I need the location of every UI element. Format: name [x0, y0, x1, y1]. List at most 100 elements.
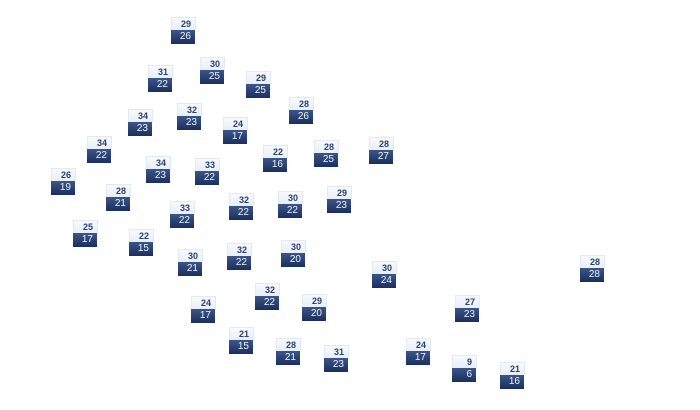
city-temperature-marker[interactable]: 30 21	[178, 249, 203, 276]
city-temperature-marker[interactable]: 24 17	[406, 338, 431, 365]
low-temperature: 19	[51, 181, 75, 195]
high-temperature: 30	[178, 249, 203, 262]
high-temperature: 21	[500, 362, 525, 375]
city-temperature-marker[interactable]: 29 25	[246, 71, 271, 98]
low-temperature: 20	[281, 253, 305, 267]
city-temperature-marker[interactable]: 32 23	[177, 103, 202, 130]
high-temperature: 33	[195, 158, 220, 171]
low-temperature: 21	[178, 262, 202, 276]
low-temperature: 22	[255, 296, 279, 310]
high-temperature: 30	[278, 191, 303, 204]
high-temperature: 28	[369, 137, 394, 150]
low-temperature: 27	[369, 150, 393, 164]
city-temperature-marker[interactable]: 32 22	[255, 283, 280, 310]
high-temperature: 28	[314, 140, 339, 153]
city-temperature-marker[interactable]: 21 15	[229, 327, 254, 354]
city-temperature-marker[interactable]: 30 24	[372, 261, 397, 288]
high-temperature: 29	[246, 71, 271, 84]
high-temperature: 28	[106, 184, 131, 197]
city-temperature-marker[interactable]: 28 28	[580, 255, 605, 282]
high-temperature: 34	[146, 156, 171, 169]
low-temperature: 25	[246, 84, 270, 98]
low-temperature: 20	[302, 307, 326, 321]
city-temperature-marker[interactable]: 30 25	[200, 57, 225, 84]
city-temperature-marker[interactable]: 31 23	[324, 345, 349, 372]
city-temperature-marker[interactable]: 28 27	[369, 137, 394, 164]
low-temperature: 17	[73, 233, 97, 247]
high-temperature: 29	[302, 294, 327, 307]
high-temperature: 30	[200, 57, 225, 70]
high-temperature: 26	[51, 168, 76, 181]
low-temperature: 22	[227, 256, 251, 270]
city-temperature-marker[interactable]: 28 26	[289, 97, 314, 124]
city-temperature-marker[interactable]: 34 23	[128, 109, 153, 136]
city-temperature-marker[interactable]: 28 21	[106, 184, 131, 211]
high-temperature: 31	[148, 65, 173, 78]
city-temperature-marker[interactable]: 32 22	[227, 243, 252, 270]
city-temperature-marker[interactable]: 29 20	[302, 294, 327, 321]
high-temperature: 28	[276, 338, 301, 351]
low-temperature: 21	[276, 351, 300, 365]
low-temperature: 23	[327, 199, 351, 213]
high-temperature: 29	[327, 186, 352, 199]
city-temperature-marker[interactable]: 34 22	[87, 136, 112, 163]
low-temperature: 24	[372, 274, 396, 288]
city-temperature-marker[interactable]: 22 15	[129, 229, 154, 256]
low-temperature: 23	[177, 116, 201, 130]
low-temperature: 17	[223, 130, 247, 144]
city-temperature-marker[interactable]: 27 23	[455, 295, 480, 322]
city-temperature-marker[interactable]: 21 16	[500, 362, 525, 389]
high-temperature: 32	[255, 283, 280, 296]
city-temperature-marker[interactable]: 29 23	[327, 186, 352, 213]
low-temperature: 23	[146, 169, 170, 183]
low-temperature: 16	[500, 375, 524, 389]
city-temperature-marker[interactable]: 24 17	[223, 117, 248, 144]
high-temperature: 21	[229, 327, 254, 340]
city-temperature-marker[interactable]: 22 16	[263, 145, 288, 172]
city-temperature-marker[interactable]: 33 22	[195, 158, 220, 185]
high-temperature: 32	[177, 103, 202, 116]
high-temperature: 32	[227, 243, 252, 256]
low-temperature: 22	[170, 214, 194, 228]
low-temperature: 22	[278, 204, 302, 218]
low-temperature: 17	[406, 351, 430, 365]
low-temperature: 22	[195, 171, 219, 185]
city-temperature-marker[interactable]: 34 23	[146, 156, 171, 183]
city-temperature-marker[interactable]: 30 22	[278, 191, 303, 218]
high-temperature: 22	[263, 145, 288, 158]
high-temperature: 30	[281, 240, 306, 253]
low-temperature: 15	[129, 242, 153, 256]
high-temperature: 24	[191, 296, 216, 309]
low-temperature: 23	[455, 308, 479, 322]
city-temperature-marker[interactable]: 32 22	[229, 193, 254, 220]
city-temperature-marker[interactable]: 31 22	[148, 65, 173, 92]
high-temperature: 25	[73, 220, 98, 233]
low-temperature: 22	[148, 78, 172, 92]
high-temperature: 34	[87, 136, 112, 149]
high-temperature: 33	[170, 201, 195, 214]
city-temperature-marker[interactable]: 28 21	[276, 338, 301, 365]
city-temperature-marker[interactable]: 26 19	[51, 168, 76, 195]
high-temperature: 28	[580, 255, 605, 268]
city-temperature-marker[interactable]: 28 25	[314, 140, 339, 167]
low-temperature: 21	[106, 197, 130, 211]
low-temperature: 23	[324, 358, 348, 372]
city-temperature-marker[interactable]: 30 20	[281, 240, 306, 267]
low-temperature: 15	[229, 340, 253, 354]
high-temperature: 30	[372, 261, 397, 274]
low-temperature: 26	[289, 110, 313, 124]
city-temperature-marker[interactable]: 29 26	[171, 17, 196, 44]
city-temperature-marker[interactable]: 33 22	[170, 201, 195, 228]
low-temperature: 22	[229, 206, 253, 220]
high-temperature: 22	[129, 229, 154, 242]
city-temperature-marker[interactable]: 25 17	[73, 220, 98, 247]
high-temperature: 28	[289, 97, 314, 110]
high-temperature: 29	[171, 17, 196, 30]
low-temperature: 25	[200, 70, 224, 84]
city-temperature-marker[interactable]: 24 17	[191, 296, 216, 323]
low-temperature: 16	[263, 158, 287, 172]
low-temperature: 26	[171, 30, 195, 44]
high-temperature: 24	[406, 338, 431, 351]
high-temperature: 27	[455, 295, 480, 308]
